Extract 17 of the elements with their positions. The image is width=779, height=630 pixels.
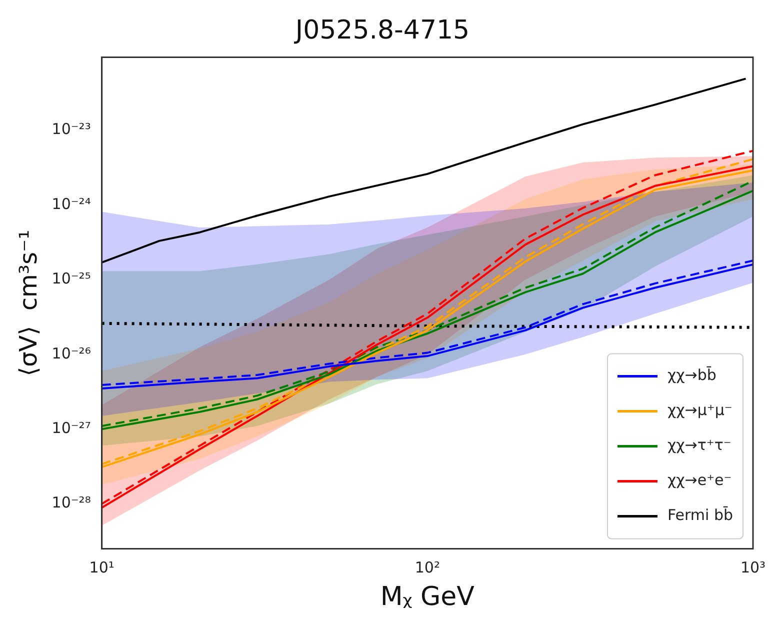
y-tick-label: 10⁻²⁵ xyxy=(52,270,91,288)
x-tick-label: 10³ xyxy=(740,558,766,577)
x-tick-label: 10¹ xyxy=(89,558,114,577)
x-tick-label: 10² xyxy=(414,558,440,577)
legend-label: χχ→τ⁺τ⁻ xyxy=(667,436,732,454)
x-axis-title: Mᵪ GeV xyxy=(380,582,475,612)
legend-label: χχ→μ⁺μ⁻ xyxy=(667,401,732,420)
legend-label: χχ→e⁺e⁻ xyxy=(667,471,732,490)
y-axis-title: ⟨σV⟩ cm³s⁻¹ xyxy=(14,230,43,376)
y-tick-label: 10⁻²⁴ xyxy=(52,194,91,213)
legend-label: Fermi bb̄ xyxy=(667,505,733,524)
chart-title: J0525.8-4715 xyxy=(293,15,470,46)
y-tick-label: 10⁻²⁷ xyxy=(52,418,91,437)
legend-label: χχ→bb̄ xyxy=(667,365,716,384)
y-tick-label: 10⁻²⁸ xyxy=(52,494,91,512)
y-tick-label: 10⁻²⁶ xyxy=(52,344,91,362)
y-tick-label: 10⁻²³ xyxy=(52,120,91,138)
